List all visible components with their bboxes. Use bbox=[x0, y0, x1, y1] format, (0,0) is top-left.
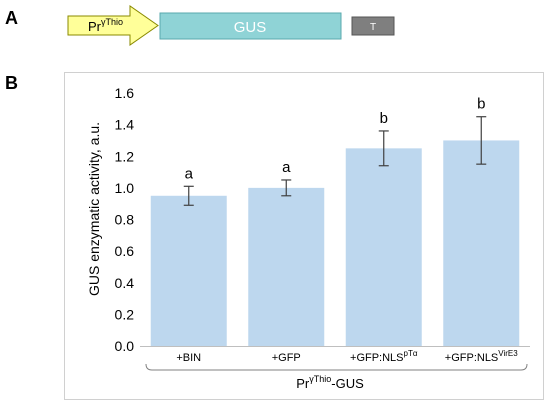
significance-letter: b bbox=[380, 110, 388, 127]
y-axis-label: GUS enzymatic activity, a.u. bbox=[86, 122, 102, 296]
gus-gene-box bbox=[159, 12, 342, 40]
error-bars bbox=[183, 116, 487, 206]
promoter-label-superscript: γThio bbox=[101, 17, 123, 27]
y-tick-label: 0.4 bbox=[115, 275, 135, 291]
significance-letters: a a b b bbox=[185, 96, 486, 183]
group-label: PrγThio-GUS bbox=[296, 374, 364, 391]
x-tick-label-superscript: pTα bbox=[404, 349, 418, 358]
group-bracket bbox=[145, 363, 528, 371]
y-tick-label: 1.4 bbox=[115, 117, 135, 133]
gus-gene-label: GUS bbox=[234, 19, 267, 36]
promoter-arrow bbox=[67, 5, 159, 46]
x-tick-label: +GFP:NLSVirE3 bbox=[445, 349, 518, 364]
x-tick-label-main: +GFP:NLS bbox=[350, 352, 404, 364]
significance-letter: b bbox=[477, 96, 485, 113]
y-tick-label: 0.0 bbox=[115, 338, 135, 354]
chart-frame bbox=[64, 72, 544, 400]
x-tick-label-superscript: VirE3 bbox=[498, 349, 518, 358]
y-tick-label: 0.2 bbox=[115, 306, 135, 322]
y-tick-label: 1.0 bbox=[115, 180, 135, 196]
y-tick-label: 0.6 bbox=[115, 243, 135, 259]
x-tick-label-main: +GFP bbox=[272, 352, 301, 364]
y-tick-label: 1.6 bbox=[115, 85, 135, 101]
promoter-label: PrγThio bbox=[88, 17, 123, 34]
panel-letter-b: B bbox=[5, 73, 18, 93]
bars bbox=[150, 140, 520, 346]
significance-letter: a bbox=[282, 159, 291, 176]
bar bbox=[248, 187, 325, 346]
x-tick-label: +BIN bbox=[176, 352, 201, 364]
significance-letter: a bbox=[185, 165, 194, 182]
bar bbox=[443, 140, 520, 346]
terminator-box bbox=[351, 16, 395, 36]
bar bbox=[345, 148, 422, 346]
panel-letter-a: A bbox=[5, 8, 18, 28]
y-tick-label: 1.2 bbox=[115, 148, 135, 164]
y-tick-label: 0.8 bbox=[115, 212, 135, 228]
x-tick-labels: +BIN +GFP +GFP:NLSpTα +GFP:NLSVirE3 bbox=[176, 349, 518, 364]
group-label-suffix: -GUS bbox=[331, 376, 364, 391]
x-tick-label-main: +BIN bbox=[176, 352, 201, 364]
group-label-superscript: γThio bbox=[309, 374, 331, 384]
x-tick-label: +GFP:NLSpTα bbox=[350, 349, 418, 364]
gene-construct-diagram: PrγThio GUS T bbox=[67, 5, 395, 46]
y-axis-ticks: 0.0 0.2 0.4 0.6 0.8 1.0 1.2 1.4 1.6 bbox=[115, 85, 135, 354]
x-tick-label: +GFP bbox=[272, 352, 301, 364]
bar bbox=[150, 195, 227, 346]
x-tick-label-main: +GFP:NLS bbox=[445, 352, 499, 364]
terminator-label: T bbox=[370, 22, 376, 33]
